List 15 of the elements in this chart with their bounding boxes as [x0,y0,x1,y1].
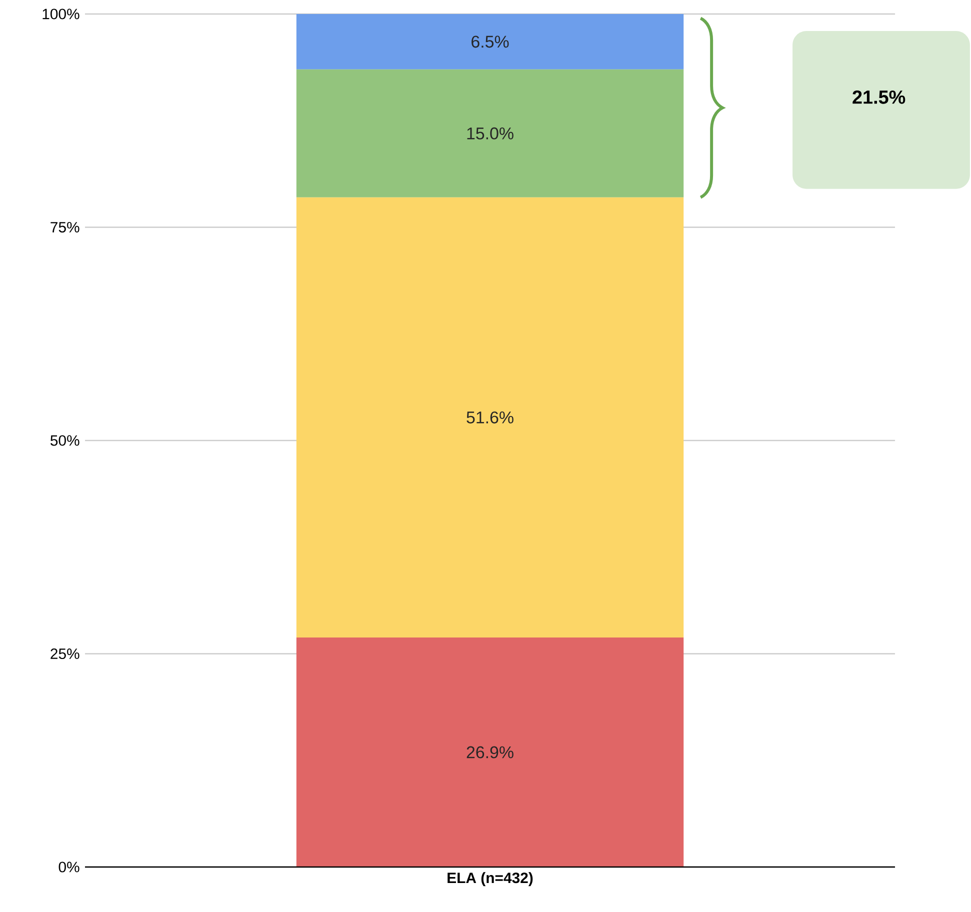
y-tick-label: 50% [50,435,80,446]
bar [296,638,684,867]
data-label: 6.5% [472,36,509,48]
bar [296,14,684,70]
y-tick-label: 75% [50,222,80,232]
bar [296,69,684,198]
x-tick-label: ELA (n=432) [448,872,533,886]
annotation: 21.5% [852,90,906,104]
data-label: 51.6% [466,411,514,424]
y-tick-label: 100% [42,8,80,20]
data-label: 15.0% [467,127,514,140]
bar [296,197,684,638]
y-tick-label: 25% [50,648,80,660]
y-tick-label: 0% [58,862,80,872]
data-label: 26.9% [466,746,514,758]
